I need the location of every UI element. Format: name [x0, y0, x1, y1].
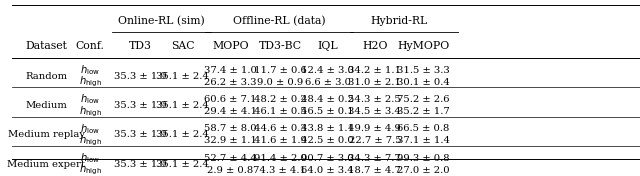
Text: HyMOPO: HyMOPO [397, 41, 449, 51]
Text: 37.4 ± 1.0: 37.4 ± 1.0 [204, 66, 257, 75]
Text: TD3: TD3 [129, 41, 152, 51]
Text: SAC: SAC [171, 41, 195, 51]
Text: IQL: IQL [317, 41, 338, 51]
Text: 35.1 ± 2.4: 35.1 ± 2.4 [156, 71, 209, 81]
Text: 99.3 ± 0.8: 99.3 ± 0.8 [397, 154, 449, 163]
Text: 46.5 ± 0.1: 46.5 ± 0.1 [301, 107, 354, 116]
Text: 11.7 ± 0.6: 11.7 ± 0.6 [253, 66, 307, 75]
Text: 35.3 ± 1.9: 35.3 ± 1.9 [114, 130, 167, 139]
Text: 35.2 ± 1.7: 35.2 ± 1.7 [397, 107, 449, 116]
Text: 34.3 ± 7.7: 34.3 ± 7.7 [348, 154, 401, 163]
Text: $h_{\mathrm{high}}$: $h_{\mathrm{high}}$ [79, 104, 102, 119]
Text: Medium: Medium [25, 101, 67, 110]
Text: 46.1 ± 0.5: 46.1 ± 0.5 [253, 107, 307, 116]
Text: 52.7 ± 4.4: 52.7 ± 4.4 [204, 154, 257, 163]
Text: 41.6 ± 1.9: 41.6 ± 1.9 [253, 136, 307, 145]
Text: 35.1 ± 2.4: 35.1 ± 2.4 [156, 101, 209, 110]
Text: 54.3 ± 2.5: 54.3 ± 2.5 [348, 95, 401, 104]
Text: 34.5 ± 3.4: 34.5 ± 3.4 [348, 107, 401, 116]
Text: $h_{\mathrm{low}}$: $h_{\mathrm{low}}$ [80, 151, 100, 165]
Text: $h_{\mathrm{high}}$: $h_{\mathrm{high}}$ [79, 75, 102, 89]
Text: 22.7 ± 7.5: 22.7 ± 7.5 [349, 136, 401, 145]
Text: 9.0 ± 0.9: 9.0 ± 0.9 [257, 78, 303, 87]
Text: 66.5 ± 0.8: 66.5 ± 0.8 [397, 124, 449, 133]
Text: 90.7 ± 3.0: 90.7 ± 3.0 [301, 154, 354, 163]
Text: H2O: H2O [362, 41, 388, 51]
Text: Medium expert: Medium expert [7, 160, 85, 169]
Text: Dataset: Dataset [25, 41, 67, 51]
Text: 44.6 ± 0.3: 44.6 ± 0.3 [253, 124, 307, 133]
Text: 58.7 ± 8.0: 58.7 ± 8.0 [204, 124, 257, 133]
Text: 18.7 ± 4.7: 18.7 ± 4.7 [348, 166, 401, 175]
Text: $h_{\mathrm{high}}$: $h_{\mathrm{high}}$ [79, 163, 102, 176]
Text: 74.3 ± 4.1: 74.3 ± 4.1 [253, 166, 307, 175]
Text: 48.2 ± 0.2: 48.2 ± 0.2 [253, 95, 307, 104]
Text: 48.4 ± 0.2: 48.4 ± 0.2 [301, 95, 354, 104]
Text: 35.1 ± 2.4: 35.1 ± 2.4 [156, 130, 209, 139]
Text: 34.2 ± 1.1: 34.2 ± 1.1 [348, 66, 401, 75]
Text: 75.2 ± 2.6: 75.2 ± 2.6 [397, 95, 449, 104]
Text: MOPO: MOPO [212, 41, 248, 51]
Text: Random: Random [25, 71, 67, 81]
Text: 2.9 ± 0.8: 2.9 ± 0.8 [207, 166, 253, 175]
Text: $h_{\mathrm{high}}$: $h_{\mathrm{high}}$ [79, 134, 102, 148]
Text: 49.9 ± 4.9: 49.9 ± 4.9 [348, 124, 401, 133]
Text: Online-RL (sim): Online-RL (sim) [118, 16, 205, 26]
Text: 35.1 ± 2.4: 35.1 ± 2.4 [156, 160, 209, 169]
Text: 29.4 ± 4.1: 29.4 ± 4.1 [204, 107, 257, 116]
Text: 64.0 ± 3.4: 64.0 ± 3.4 [301, 166, 354, 175]
Text: TD3-BC: TD3-BC [259, 41, 301, 51]
Text: Medium replay: Medium replay [8, 130, 84, 139]
Text: 43.8 ± 1.1: 43.8 ± 1.1 [301, 124, 354, 133]
Text: 30.1 ± 0.4: 30.1 ± 0.4 [397, 78, 450, 87]
Text: 27.0 ± 2.0: 27.0 ± 2.0 [397, 166, 449, 175]
Text: 60.6 ± 7.1: 60.6 ± 7.1 [204, 95, 257, 104]
Text: 6.6 ± 3.0: 6.6 ± 3.0 [305, 78, 351, 87]
Text: 35.3 ± 1.9: 35.3 ± 1.9 [114, 101, 167, 110]
Text: 91.4 ± 2.0: 91.4 ± 2.0 [253, 154, 307, 163]
Text: $h_{\mathrm{low}}$: $h_{\mathrm{low}}$ [80, 122, 100, 136]
Text: Hybrid-RL: Hybrid-RL [371, 16, 428, 26]
Text: 37.1 ± 1.4: 37.1 ± 1.4 [397, 136, 450, 145]
Text: Conf.: Conf. [76, 41, 104, 51]
Text: 35.3 ± 1.9: 35.3 ± 1.9 [114, 71, 167, 81]
Text: 31.5 ± 3.3: 31.5 ± 3.3 [397, 66, 449, 75]
Text: 26.2 ± 3.3: 26.2 ± 3.3 [204, 78, 257, 87]
Text: Offline-RL (data): Offline-RL (data) [233, 16, 326, 26]
Text: 31.0 ± 2.1: 31.0 ± 2.1 [348, 78, 401, 87]
Text: 35.3 ± 1.9: 35.3 ± 1.9 [114, 160, 167, 169]
Text: 42.5 ± 0.0: 42.5 ± 0.0 [301, 136, 354, 145]
Text: 32.9 ± 1.1: 32.9 ± 1.1 [204, 136, 257, 145]
Text: 12.4 ± 3.0: 12.4 ± 3.0 [301, 66, 354, 75]
Text: $h_{\mathrm{low}}$: $h_{\mathrm{low}}$ [80, 63, 100, 77]
Text: $h_{\mathrm{low}}$: $h_{\mathrm{low}}$ [80, 93, 100, 106]
